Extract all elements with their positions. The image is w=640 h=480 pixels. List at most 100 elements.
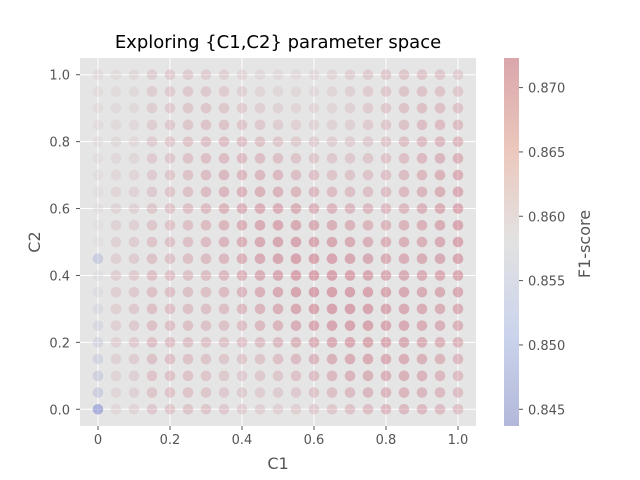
scatter-point [164,219,176,231]
scatter-point [182,387,194,398]
scatter-point [344,86,356,97]
scatter-point [434,353,446,365]
scatter-point [272,320,284,331]
scatter-point [272,236,284,248]
scatter-point [146,286,158,298]
scatter-point [164,186,176,198]
scatter-point [290,387,302,398]
scatter-point [326,153,338,164]
scatter-point [326,253,338,265]
scatter-point [308,286,320,298]
scatter-point [128,286,140,298]
scatter-point [128,236,140,248]
scatter-point [218,253,230,265]
scatter-point [308,169,320,181]
scatter-point [128,153,140,164]
scatter-point [146,303,158,315]
scatter-point [272,102,284,114]
scatter-point [164,253,176,265]
scatter-point [434,169,446,181]
scatter-point [254,86,266,97]
grid-lines [80,58,476,426]
scatter-point [398,119,410,131]
scatter-point [218,203,230,214]
colorbar-label: F1-score [575,210,594,278]
scatter-point [326,186,338,198]
scatter-point [164,203,176,214]
scatter-point [344,337,356,348]
scatter-point [110,169,122,181]
scatter-point [218,119,230,131]
y-tick-label: 0.4 [49,269,70,284]
scatter-point [290,119,302,131]
scatter-point [200,86,212,97]
colorbar-tick-label: 0.860 [528,210,565,225]
scatter-point [398,387,410,398]
scatter-point [200,353,212,365]
scatter-point [236,320,248,331]
scatter-point [308,303,320,315]
scatter-point [254,186,266,198]
scatter-point [272,303,284,315]
scatter-point [398,370,410,382]
scatter-point [236,153,248,164]
scatter-point [308,370,320,382]
scatter-point [416,286,428,298]
scatter-point [236,403,248,415]
scatter-point [272,69,284,81]
scatter-point [164,69,176,81]
scatter-point [380,403,392,415]
scatter-point [290,186,302,198]
scatter-point [416,337,428,348]
scatter-point [128,119,140,131]
scatter-point [254,353,266,365]
scatter-point [272,286,284,298]
scatter-point [146,270,158,281]
scatter-point [452,353,464,365]
scatter-point [164,169,176,181]
scatter-point [308,102,320,114]
scatter-point [434,119,446,131]
scatter-point [200,169,212,181]
scatter-point [110,186,122,198]
scatter-point [92,69,104,81]
scatter-point [182,203,194,214]
x-axis-label: C1 [267,454,288,473]
scatter-point [92,403,104,415]
scatter-point [272,370,284,382]
scatter-point [92,253,104,265]
scatter-point [380,253,392,265]
scatter-point [344,270,356,281]
scatter-point [254,169,266,181]
x-tick-label: 0 [94,433,102,448]
scatter-point [92,86,104,97]
scatter-point [254,303,266,315]
scatter-point [236,353,248,365]
scatter-point [308,320,320,331]
scatter-point [452,153,464,164]
scatter-point [92,353,104,365]
scatter-point [362,69,374,81]
scatter-point [380,303,392,315]
scatter-point [452,253,464,265]
scatter-point [362,203,374,214]
scatter-point [416,136,428,147]
scatter-point [146,219,158,231]
scatter-point [164,86,176,97]
scatter-point [146,203,158,214]
scatter-point [398,270,410,281]
scatter-point [380,102,392,114]
scatter-point [254,136,266,147]
scatter-point [398,153,410,164]
scatter-point [236,102,248,114]
scatter-point [146,353,158,365]
scatter-point [362,370,374,382]
scatter-point [218,270,230,281]
scatter-point [146,153,158,164]
scatter-point [92,337,104,348]
scatter-point [236,303,248,315]
scatter-point [218,153,230,164]
scatter-point [290,203,302,214]
scatter-point [218,69,230,81]
scatter-point [308,353,320,365]
